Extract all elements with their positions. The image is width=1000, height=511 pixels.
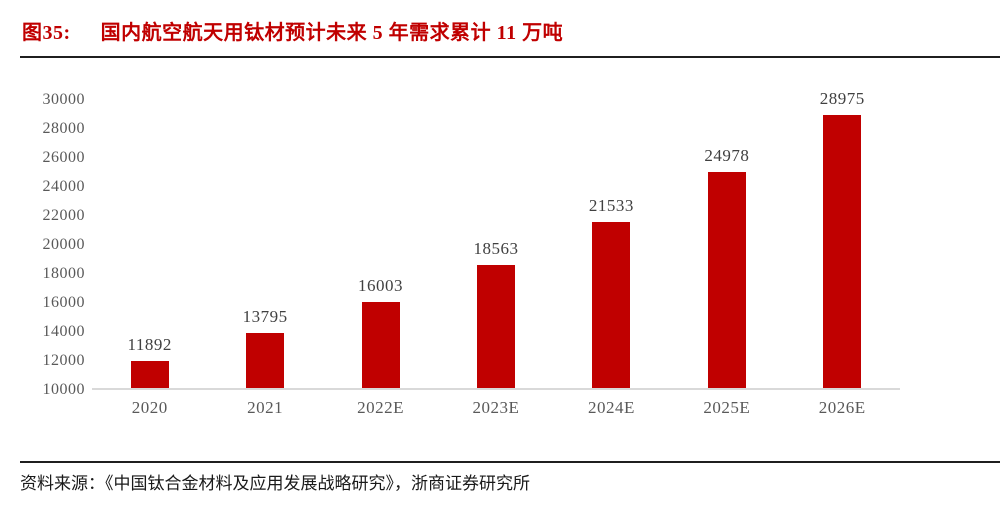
figure-header: 图35: 国内航空航天用钛材预计未来 5 年需求累计 11 万吨 (22, 16, 990, 45)
y-tick-label: 14000 (42, 323, 85, 340)
bar-value-label: 13795 (242, 307, 288, 327)
bar-value-label: 21533 (588, 195, 634, 215)
x-axis: 2020 2021 2022E 2023E 2024E 2025E 2026E (92, 398, 900, 418)
y-tick-label: 22000 (42, 207, 85, 224)
y-tick-label: 20000 (42, 236, 85, 253)
bar-slot: 28975 (785, 89, 900, 388)
plot-area: 11892 13795 16003 18563 21533 24978 28975 (92, 89, 900, 390)
bar-2026E (823, 114, 862, 388)
bar-2021 (246, 333, 285, 388)
bar-2024E (592, 221, 631, 388)
y-tick-label: 24000 (42, 178, 85, 195)
y-tick-label: 26000 (42, 149, 85, 166)
bar-slot: 11892 (92, 100, 207, 388)
y-tick-label: 10000 (42, 381, 85, 398)
figure-number-label: 图35: (22, 22, 71, 44)
y-tick-label: 16000 (42, 294, 85, 311)
header-divider (20, 56, 1000, 58)
footer-divider (20, 461, 1000, 463)
bar-chart: 10000 12000 14000 16000 18000 20000 22000 24000… (0, 89, 900, 418)
source-note: 资料来源：《中国钛合金材料及应用发展战略研究》，浙商证券研究所 (20, 474, 530, 493)
y-tick-label: 18000 (42, 265, 85, 282)
bar-2020 (130, 360, 169, 388)
x-tick-label: 2022E (357, 398, 404, 417)
x-tick-label: 2021 (247, 398, 284, 417)
x-tick-label: 2023E (472, 398, 520, 417)
x-tick-label: 2024E (587, 398, 635, 417)
y-axis: 10000 12000 14000 16000 18000 20000 22000 24000… (0, 91, 85, 398)
bar-value-label: 18563 (473, 238, 519, 258)
x-tick-label: 2025E (703, 398, 751, 417)
bar-value-label: 16003 (358, 275, 404, 295)
bar-2022E (361, 301, 400, 388)
y-tick-label: 28000 (42, 120, 85, 137)
bar-slot: 18563 (438, 100, 553, 388)
bar-slot: 13795 (207, 100, 322, 388)
figure-title: 国内航空航天用钛材预计未来 5 年需求累计 11 万吨 (100, 22, 564, 44)
bar-slot: 24978 (669, 100, 784, 388)
bar-2025E (707, 172, 746, 388)
bar-value-label: 28975 (819, 88, 865, 108)
bar-value-label: 11892 (127, 334, 172, 354)
bar-slot: 21533 (554, 100, 669, 388)
bar-value-label: 24978 (704, 146, 750, 166)
bar-2023E (476, 264, 515, 388)
y-tick-label: 12000 (42, 352, 85, 369)
bar-slot: 16003 (323, 100, 438, 388)
x-tick-label: 2020 (131, 398, 168, 417)
y-tick-label: 30000 (42, 91, 85, 108)
x-tick-label: 2026E (818, 398, 866, 417)
